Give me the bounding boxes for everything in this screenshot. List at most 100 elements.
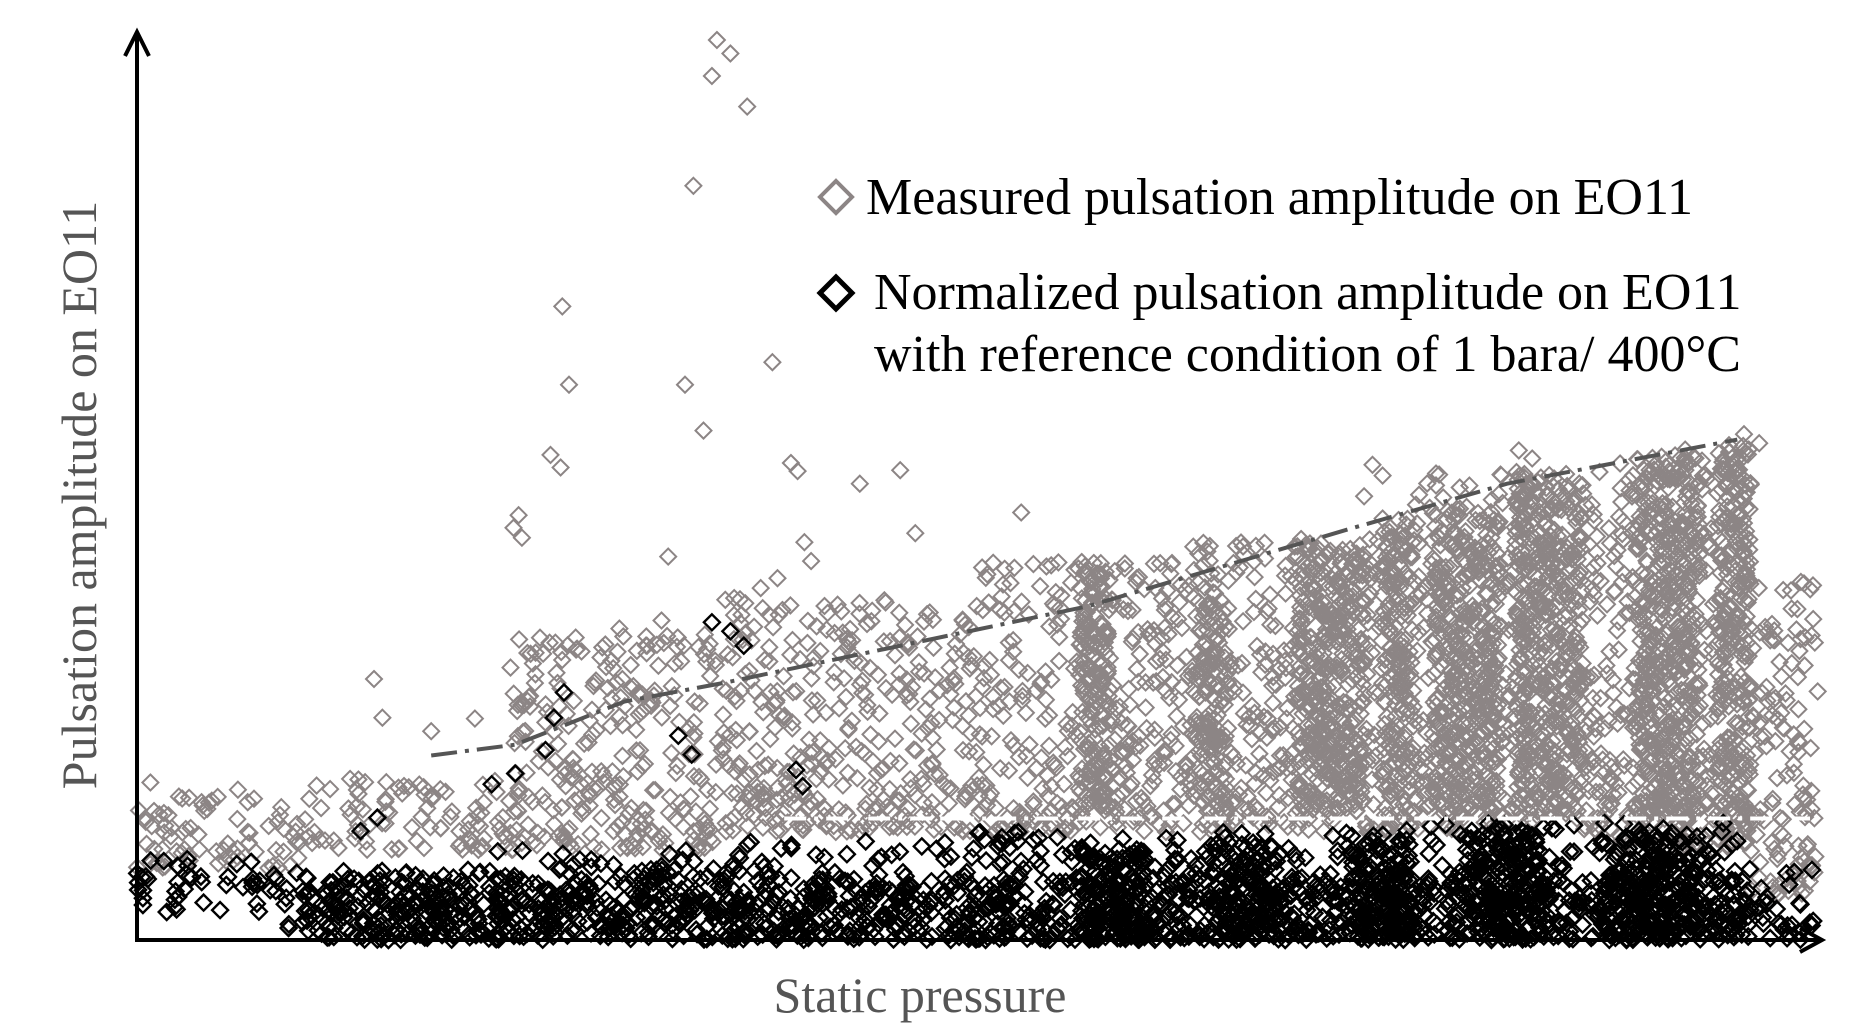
measured-point [697, 780, 717, 800]
measured-point [901, 714, 921, 734]
measured-point [1651, 598, 1671, 618]
measured-point [1305, 758, 1325, 778]
measured-point [1215, 617, 1235, 637]
measured-point [1195, 578, 1215, 597]
measured-point [1478, 533, 1498, 553]
measured-point [1629, 539, 1649, 559]
measured-point [694, 421, 713, 441]
measured-point [1398, 509, 1417, 529]
measured-point [1636, 500, 1656, 520]
measured-point [1196, 633, 1216, 652]
measured-point [1713, 464, 1732, 484]
measured-point [1569, 600, 1589, 620]
measured-point [1394, 677, 1414, 696]
measured-point [609, 619, 629, 639]
measured-point [1625, 658, 1645, 678]
measured-point [1374, 759, 1394, 779]
measured-point [1721, 555, 1741, 574]
measured-point [1354, 486, 1374, 506]
measured-point [1392, 658, 1412, 678]
measured-point [1749, 433, 1769, 453]
measured-point [1736, 566, 1756, 586]
measured-point [1351, 629, 1371, 649]
measured-point [559, 375, 579, 395]
measured-point [1563, 685, 1583, 705]
measured-point [1485, 678, 1505, 698]
measured-point [700, 666, 720, 686]
measured-point [683, 176, 703, 196]
measured-point [1729, 578, 1748, 598]
measured-point [1734, 692, 1754, 712]
measured-point [1472, 599, 1492, 619]
measured-point [1541, 500, 1561, 519]
measured-point [1245, 567, 1265, 587]
measured-point [431, 818, 451, 838]
measured-point [990, 758, 1010, 778]
measured-point [1343, 579, 1363, 599]
measured-point [1191, 773, 1211, 793]
measured-point [1450, 584, 1470, 604]
measured-point [869, 732, 889, 751]
measured-point [1030, 576, 1050, 596]
measured-point [1637, 757, 1657, 777]
measured-point [1565, 631, 1585, 651]
measured-point [905, 523, 925, 543]
measured-point [1093, 704, 1112, 724]
measured-point [1079, 733, 1099, 753]
measured-point [1167, 706, 1187, 726]
measured-point [1098, 712, 1118, 731]
measured-point [1656, 761, 1676, 781]
measured-point [591, 808, 611, 828]
measured-point [1670, 459, 1690, 478]
measured-point [1535, 636, 1555, 656]
measured-point [1380, 776, 1399, 796]
measured-point [1522, 449, 1542, 468]
measured-point [1520, 528, 1540, 548]
measured-point [1466, 510, 1486, 530]
measured-point [1772, 666, 1791, 686]
measured-point [372, 708, 392, 728]
measured-point [140, 773, 160, 792]
measured-point [1587, 606, 1607, 626]
measured-point [1343, 568, 1363, 588]
measured-point [1255, 533, 1275, 553]
measured-point [1190, 762, 1210, 782]
measured-point [1640, 460, 1660, 480]
measured-point [541, 445, 560, 465]
measured-point [431, 818, 451, 838]
measured-point [1633, 784, 1653, 804]
measured-point [1137, 718, 1157, 738]
measured-point [1732, 487, 1752, 507]
measured-point [1198, 768, 1218, 788]
measured-point [1290, 657, 1310, 677]
measured-point [1459, 776, 1479, 796]
measured-point [1709, 546, 1729, 566]
measured-point [1170, 592, 1189, 612]
measured-point [288, 848, 308, 868]
measured-point [1486, 594, 1506, 614]
measured-point [702, 66, 722, 86]
measured-point [1668, 617, 1687, 637]
measured-point [1332, 661, 1352, 680]
measured-point [1716, 476, 1736, 496]
measured-point [1712, 479, 1731, 499]
measured-point [1309, 657, 1329, 677]
measured-point [1443, 681, 1462, 701]
measured-point [1439, 643, 1458, 663]
measured-point [1509, 440, 1529, 460]
measured-point [1659, 604, 1679, 624]
measured-point [551, 458, 571, 477]
measured-point [1071, 782, 1091, 802]
measured-point [1720, 794, 1740, 814]
measured-point [1635, 604, 1655, 624]
measured-point [421, 721, 441, 741]
measured-point [1465, 548, 1485, 568]
measured-point [1329, 620, 1349, 640]
measured-point [850, 474, 870, 494]
measured-point [1715, 776, 1735, 796]
measured-point [1136, 698, 1156, 718]
measured-point [465, 709, 485, 729]
measured-point [1346, 710, 1366, 730]
measured-point [1681, 494, 1701, 513]
measured-point [1435, 590, 1455, 610]
